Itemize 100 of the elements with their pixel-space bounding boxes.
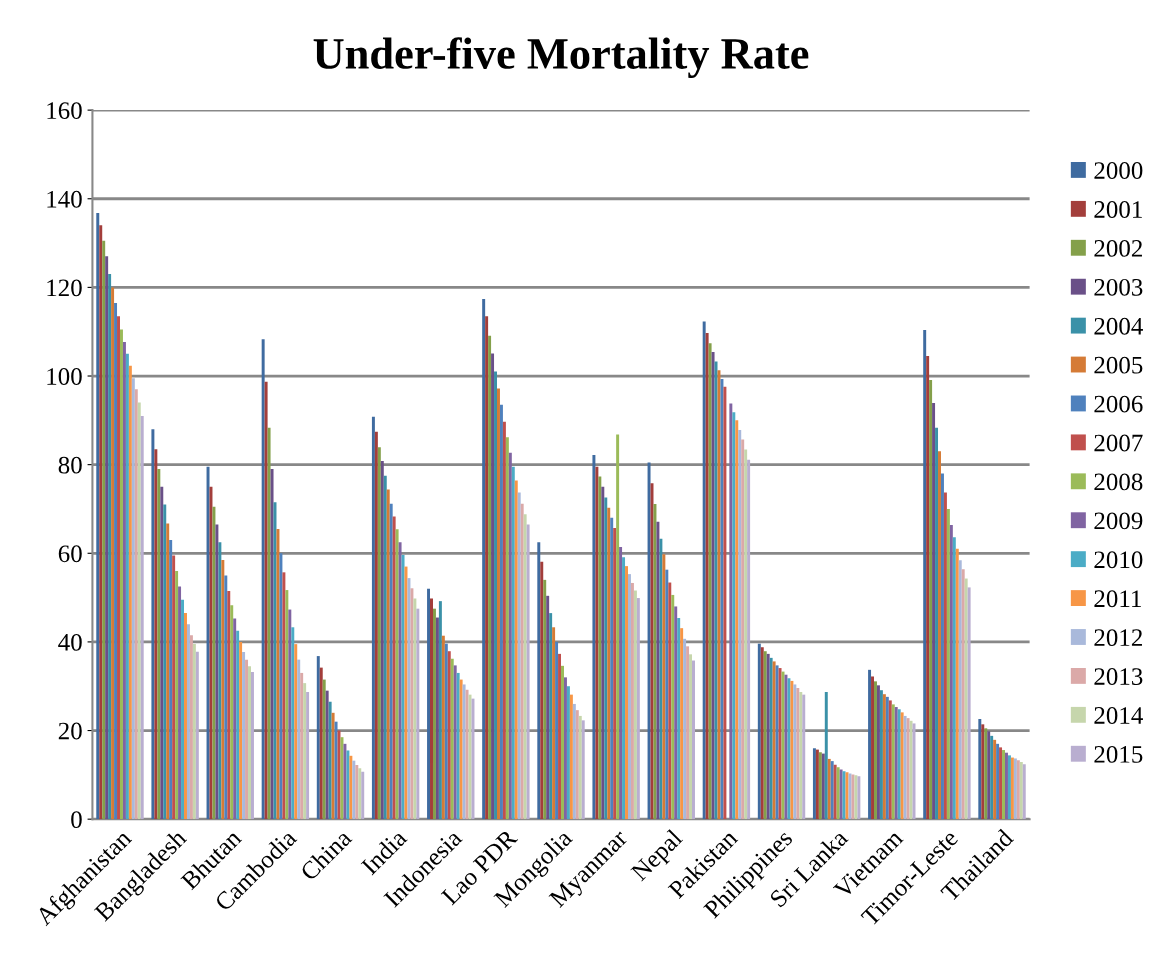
bar (514, 480, 518, 820)
bar (732, 412, 736, 820)
bar (692, 660, 695, 820)
bar (793, 684, 797, 820)
bar (410, 588, 414, 820)
bar (888, 700, 892, 820)
bar (543, 579, 547, 820)
bar (140, 415, 144, 820)
bar (444, 643, 448, 820)
bar (619, 547, 623, 820)
legend-label: 2014 (1094, 707, 1143, 724)
bar (349, 755, 353, 820)
bar (184, 613, 187, 820)
bar (250, 672, 254, 820)
bar (616, 434, 620, 820)
bar (757, 643, 761, 820)
bar (668, 582, 672, 820)
bar (555, 641, 559, 820)
bar (401, 555, 405, 820)
bar (520, 503, 524, 820)
bar (386, 489, 390, 820)
bar (114, 302, 118, 820)
bar (868, 669, 872, 820)
bar (665, 569, 669, 820)
bar (346, 750, 350, 820)
bar (946, 508, 950, 820)
bar (325, 690, 329, 820)
bar (413, 598, 417, 820)
legend-label: 2013 (1094, 668, 1143, 685)
bar (102, 240, 106, 820)
bar (636, 598, 640, 820)
bar (955, 548, 959, 820)
bar (563, 677, 567, 820)
bar (628, 574, 631, 820)
bar (291, 627, 295, 820)
bar (505, 437, 509, 820)
bar (175, 571, 179, 820)
bar (465, 689, 469, 820)
bar (923, 329, 927, 820)
bar (122, 341, 126, 820)
bar (328, 701, 332, 820)
bar (943, 492, 947, 820)
bar (630, 582, 634, 820)
bar (242, 652, 246, 820)
bar (760, 647, 764, 820)
bar (633, 590, 637, 820)
bar (459, 679, 463, 820)
bar (316, 656, 320, 820)
bar (212, 506, 216, 820)
legend-label: 2008 (1094, 473, 1143, 491)
legend-label: 2012 (1094, 629, 1142, 647)
bar (938, 451, 941, 820)
bar (874, 681, 877, 820)
legend-label: 2002 (1094, 239, 1142, 257)
bar (871, 676, 874, 820)
bar (561, 665, 564, 820)
bar (233, 618, 237, 820)
bar (380, 461, 384, 820)
bar (186, 624, 190, 820)
bar (569, 694, 573, 820)
bar (595, 466, 599, 820)
bar (677, 617, 681, 820)
bar (929, 380, 933, 820)
bar (990, 735, 994, 820)
bar (300, 672, 304, 820)
bar (131, 378, 135, 820)
chart-title: Under-five Mortality Rate (313, 37, 809, 79)
bar (747, 459, 751, 820)
bar (337, 730, 341, 820)
bar (389, 503, 393, 820)
bar (166, 523, 170, 820)
bar (151, 429, 155, 820)
bar (236, 630, 240, 820)
bar (523, 514, 527, 820)
bar (192, 644, 196, 820)
bar (656, 521, 660, 820)
bar (488, 335, 492, 820)
bar (137, 402, 141, 820)
y-tick-label: 0 (71, 811, 82, 829)
bar (181, 599, 185, 820)
bar (334, 721, 338, 820)
bar (622, 557, 626, 820)
bar (108, 274, 112, 820)
bar (195, 651, 199, 820)
bar (398, 542, 402, 820)
bar (441, 635, 445, 820)
bar (189, 635, 193, 820)
legend-label: 2004 (1094, 317, 1143, 335)
bar (572, 703, 576, 820)
bar (276, 528, 280, 820)
bar (245, 659, 249, 820)
bar (876, 685, 880, 820)
bar (432, 608, 436, 820)
bar (125, 353, 129, 820)
bar (879, 690, 883, 820)
legend-label: 2005 (1094, 356, 1143, 374)
bar (671, 594, 675, 820)
y-tick-label: 80 (58, 456, 82, 474)
bar (306, 691, 310, 820)
bar (686, 646, 690, 820)
